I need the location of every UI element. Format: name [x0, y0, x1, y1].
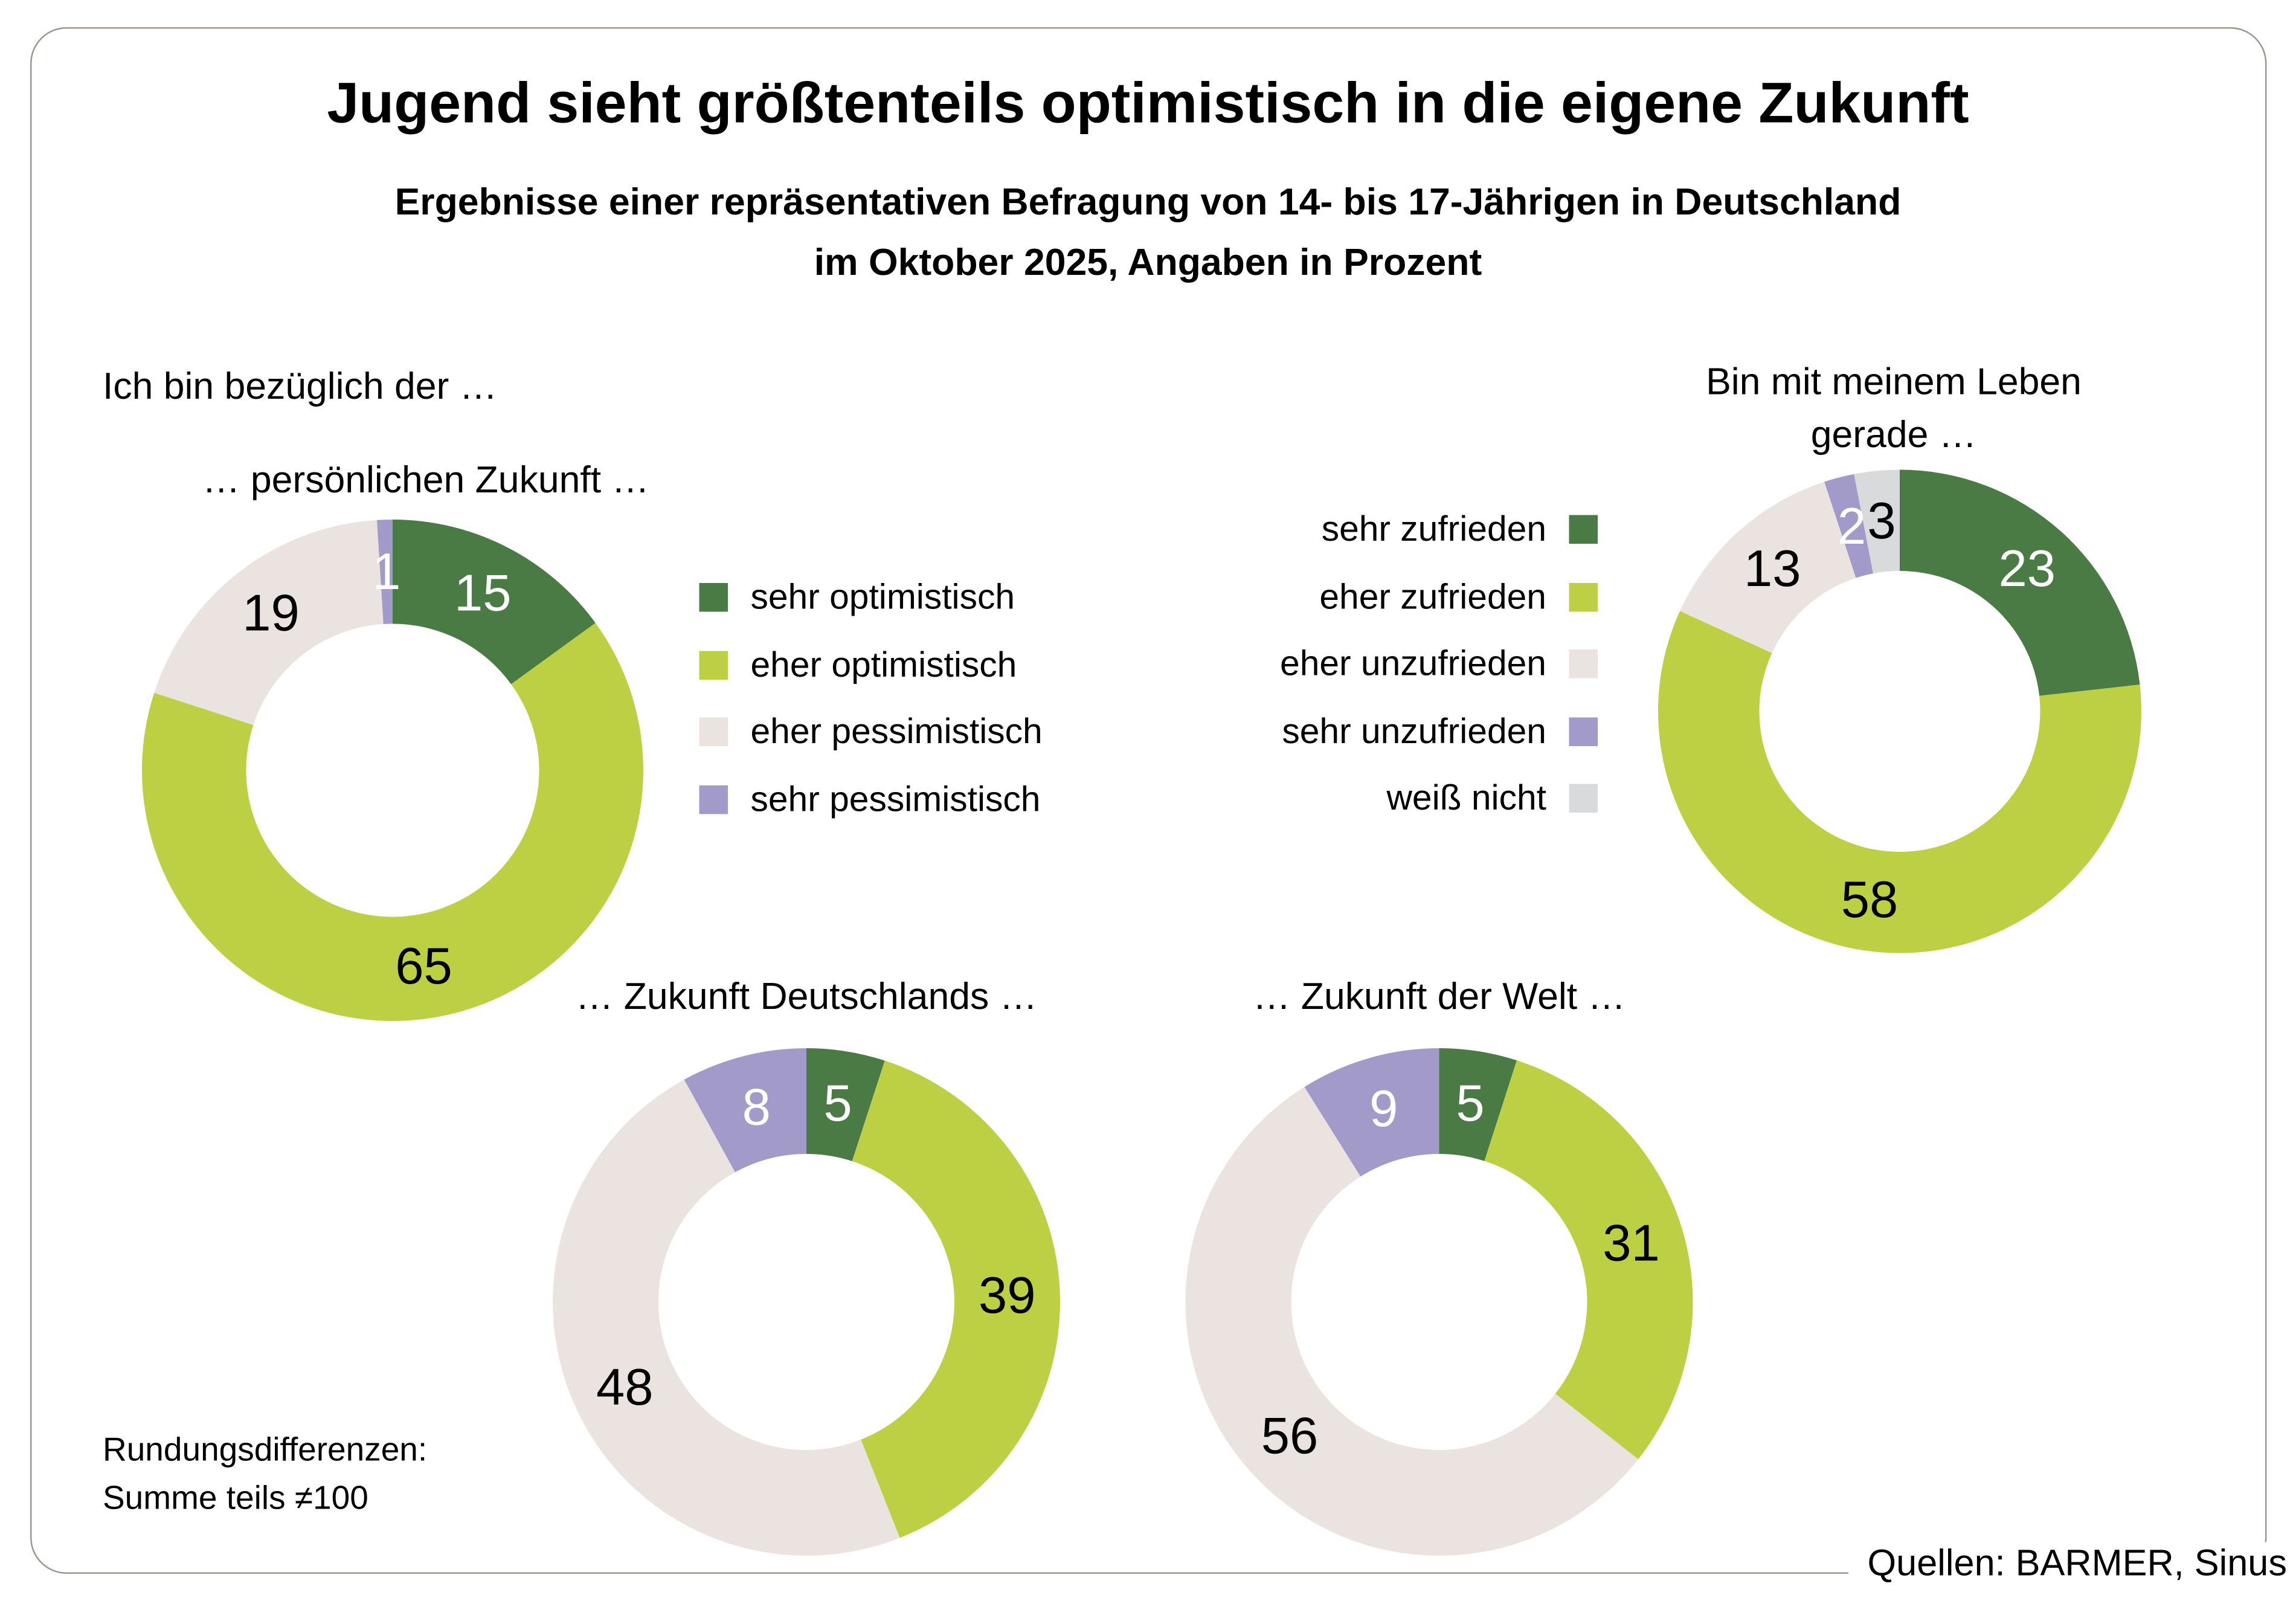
slice-leben-eher-zufrieden: [1658, 611, 2141, 953]
legend-swatch: [699, 650, 728, 679]
border-break-patch: [1848, 1542, 2295, 1601]
chart-title-welt: … Zukunft der Welt …: [1252, 976, 1626, 1018]
slice-welt-sehr-pessimistisch: [1304, 1048, 1439, 1177]
slice-deutschland-eher-optimistisch: [852, 1060, 1060, 1538]
slice-welt-eher-optimistisch: [1484, 1060, 1693, 1460]
legend-item-sehr-pessimistisch: sehr pessimistisch: [699, 778, 1043, 818]
legend-swatch: [699, 784, 728, 814]
legend-item-sehr-optimistisch: sehr optimistisch: [699, 577, 1043, 616]
donut-chart-leben: 23 58 13 2 3: [1658, 469, 2141, 953]
subtitle-line2: im Oktober 2025, Angaben in Prozent: [814, 242, 1482, 284]
chart-title-persoenliche-zukunft: … persönlichen Zukunft …: [202, 459, 649, 501]
legend-item-eher-zufrieden: eher zufrieden: [1319, 576, 1598, 616]
value-label-deutschland-eher-optimistisch: 39: [979, 1267, 1036, 1324]
chart-title-leben-line2: gerade …: [1810, 414, 1977, 456]
legend-swatch: [1569, 515, 1598, 544]
slice-leben-sehr-zufrieden: [1899, 469, 2140, 696]
source-label: Quellen: BARMER, Sinus: [1867, 1544, 2287, 1585]
border-frame: [30, 27, 2267, 1574]
value-label-welt-eher-pessimistisch: 56: [1261, 1407, 1319, 1464]
legend-swatch: [1569, 582, 1598, 611]
legend-label: sehr zufrieden: [1321, 509, 1546, 549]
slice-persoenliche-zukunft-sehr-pessimistisch: [376, 520, 393, 624]
subtitle: Ergebnisse einer repräsentativen Befragu…: [0, 172, 2296, 293]
value-label-welt-sehr-optimistisch: 5: [1456, 1075, 1484, 1132]
value-label-persoenliche-zukunft-sehr-pessimistisch: 1: [372, 543, 400, 601]
value-label-deutschland-sehr-optimistisch: 5: [823, 1075, 852, 1132]
page-title: Jugend sieht größtenteils optimistisch i…: [327, 72, 1969, 136]
legend-swatch: [699, 717, 728, 746]
slice-welt-eher-pessimistisch: [1185, 1087, 1639, 1556]
legend-label: eher zufrieden: [1319, 576, 1546, 616]
subtitle-line1: Ergebnisse einer repräsentativen Befragu…: [394, 181, 1902, 224]
value-label-leben-eher-unzufrieden: 13: [1744, 540, 1801, 598]
legend-item-eher-optimistisch: eher optimistisch: [699, 644, 1043, 684]
legend-item-wei-nicht: weiß nicht: [1386, 778, 1598, 817]
value-label-persoenliche-zukunft-eher-optimistisch: 65: [395, 938, 452, 995]
value-label-deutschland-sehr-pessimistisch: 8: [742, 1078, 771, 1136]
value-label-welt-sehr-pessimistisch: 9: [1369, 1080, 1398, 1138]
value-label-leben-sehr-unzufrieden: 2: [1838, 498, 1866, 555]
legend-swatch: [1569, 784, 1598, 813]
legend-optimism: sehr optimistisch eher optimistisch eher p…: [699, 577, 1043, 818]
slice-leben-eher-unzufrieden: [1680, 482, 1856, 653]
footnote: Rundungsdifferenzen: Summe teils ≠100: [103, 1426, 427, 1522]
legend-item-sehr-zufrieden: sehr zufrieden: [1321, 509, 1598, 549]
question-prefix-label: Ich bin bezüglich der …: [103, 366, 498, 408]
slice-welt-sehr-optimistisch: [1439, 1048, 1517, 1161]
value-label-deutschland-eher-pessimistisch: 48: [596, 1359, 654, 1416]
legend-label: weiß nicht: [1386, 778, 1546, 817]
donut-chart-persoenliche-zukunft: 15 65 19 1: [141, 520, 643, 1021]
slice-leben-sehr-unzufrieden: [1824, 474, 1873, 578]
slice-deutschland-eher-pessimistisch: [553, 1079, 900, 1556]
value-label-leben-sehr-zufrieden: 23: [1998, 540, 2056, 598]
slice-deutschland-sehr-pessimistisch: [684, 1048, 806, 1173]
legend-label: sehr unzufrieden: [1282, 710, 1546, 750]
value-label-persoenliche-zukunft-sehr-optimistisch: 15: [454, 565, 512, 622]
value-label-welt-eher-optimistisch: 31: [1603, 1215, 1660, 1272]
legend-label: eher pessimistisch: [750, 711, 1043, 751]
value-label-persoenliche-zukunft-eher-pessimistisch: 19: [242, 585, 300, 642]
value-label-leben-wei-nicht: 3: [1867, 492, 1896, 550]
legend-item-eher-unzufrieden: eher unzufrieden: [1280, 643, 1598, 683]
legend-item-sehr-unzufrieden: sehr unzufrieden: [1282, 710, 1598, 750]
legend-label: sehr pessimistisch: [750, 778, 1041, 818]
legend-swatch: [1569, 649, 1598, 678]
legend-swatch: [699, 583, 728, 612]
footnote-line1: Rundungsdifferenzen:: [103, 1430, 428, 1469]
slice-persoenliche-zukunft-eher-optimistisch: [141, 623, 643, 1021]
slice-persoenliche-zukunft-sehr-optimistisch: [392, 520, 596, 685]
chart-title-deutschland: … Zukunft Deutschlands …: [575, 976, 1038, 1018]
donut-chart-deutschland: 5 39 48 8: [553, 1048, 1060, 1556]
slice-persoenliche-zukunft-eher-pessimistisch: [154, 520, 384, 726]
legend-label: sehr optimistisch: [750, 577, 1015, 616]
legend-item-eher-pessimistisch: eher pessimistisch: [699, 711, 1043, 751]
legend-satisfaction: sehr zufrieden eher zufrieden eher unzufri…: [1280, 509, 1598, 817]
slice-deutschland-sehr-optimistisch: [806, 1048, 885, 1161]
chart-title-leben-line1: Bin mit meinem Leben: [1706, 361, 2082, 404]
value-label-leben-eher-zufrieden: 58: [1841, 871, 1899, 929]
donut-chart-welt: 5 31 56 9: [1185, 1048, 1693, 1556]
legend-label: eher optimistisch: [750, 644, 1017, 684]
footnote-line2: Summe teils ≠100: [103, 1478, 368, 1517]
chart-title-leben: Bin mit meinem Leben gerade …: [1645, 356, 2143, 462]
slice-leben-wei-nicht: [1854, 469, 1900, 574]
legend-label: eher unzufrieden: [1280, 643, 1546, 683]
legend-swatch: [1569, 717, 1598, 746]
